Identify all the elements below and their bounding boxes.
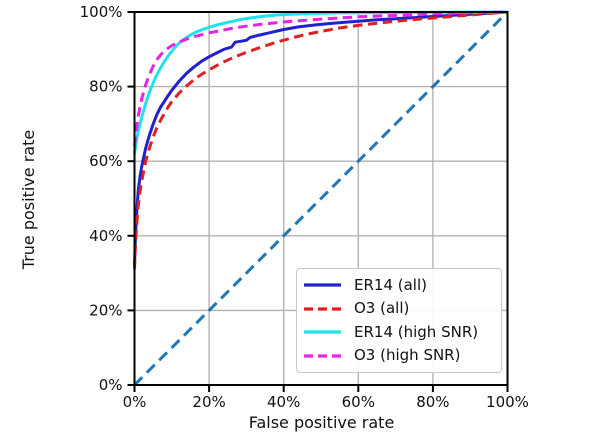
- legend-line-sample: [304, 283, 341, 287]
- legend-line-sample: [304, 354, 341, 358]
- x-tick-label: 20%: [192, 393, 225, 411]
- legend-label: ER14 (high SNR): [354, 322, 479, 341]
- series-line-chance-diagonal: [133, 10, 509, 387]
- y-tick-label: 60%: [89, 152, 122, 170]
- x-tick-label: 80%: [416, 393, 449, 411]
- legend-line-sample: [304, 307, 341, 311]
- legend-box: ER14 (all) O3 (all) ER14 (high SNR) O3 (hig…: [296, 268, 502, 373]
- y-tick-label: 20%: [89, 301, 122, 319]
- axes-spines: [133, 11, 509, 386]
- x-tick-label: 100%: [486, 393, 529, 411]
- legend-entry: O3 (all): [304, 299, 493, 320]
- y-axis-label: True positive rate: [19, 129, 38, 270]
- legend-label: ER14 (all): [354, 275, 427, 294]
- series-line-o3-all: [133, 10, 508, 270]
- x-axis-label: False positive rate: [248, 413, 395, 432]
- x-tick-label: 60%: [342, 393, 375, 411]
- y-tick-label: 80%: [89, 78, 122, 96]
- legend-label: O3 (high SNR): [354, 346, 461, 365]
- x-tick-label: 40%: [267, 393, 300, 411]
- legend-entry: ER14 (all): [304, 275, 493, 296]
- legend-label: O3 (all): [354, 299, 410, 318]
- legend-line-sample: [304, 330, 341, 334]
- x-tick-label: 0%: [123, 393, 147, 411]
- series-line-er14-all: [133, 10, 508, 266]
- y-tick-label: 40%: [89, 227, 122, 245]
- legend-entry: ER14 (high SNR): [304, 322, 493, 343]
- y-tick-label: 0%: [99, 376, 123, 394]
- legend-entry: O3 (high SNR): [304, 346, 493, 367]
- series-line-o3-high-snr: [133, 10, 508, 147]
- y-tick-label: 100%: [80, 3, 123, 21]
